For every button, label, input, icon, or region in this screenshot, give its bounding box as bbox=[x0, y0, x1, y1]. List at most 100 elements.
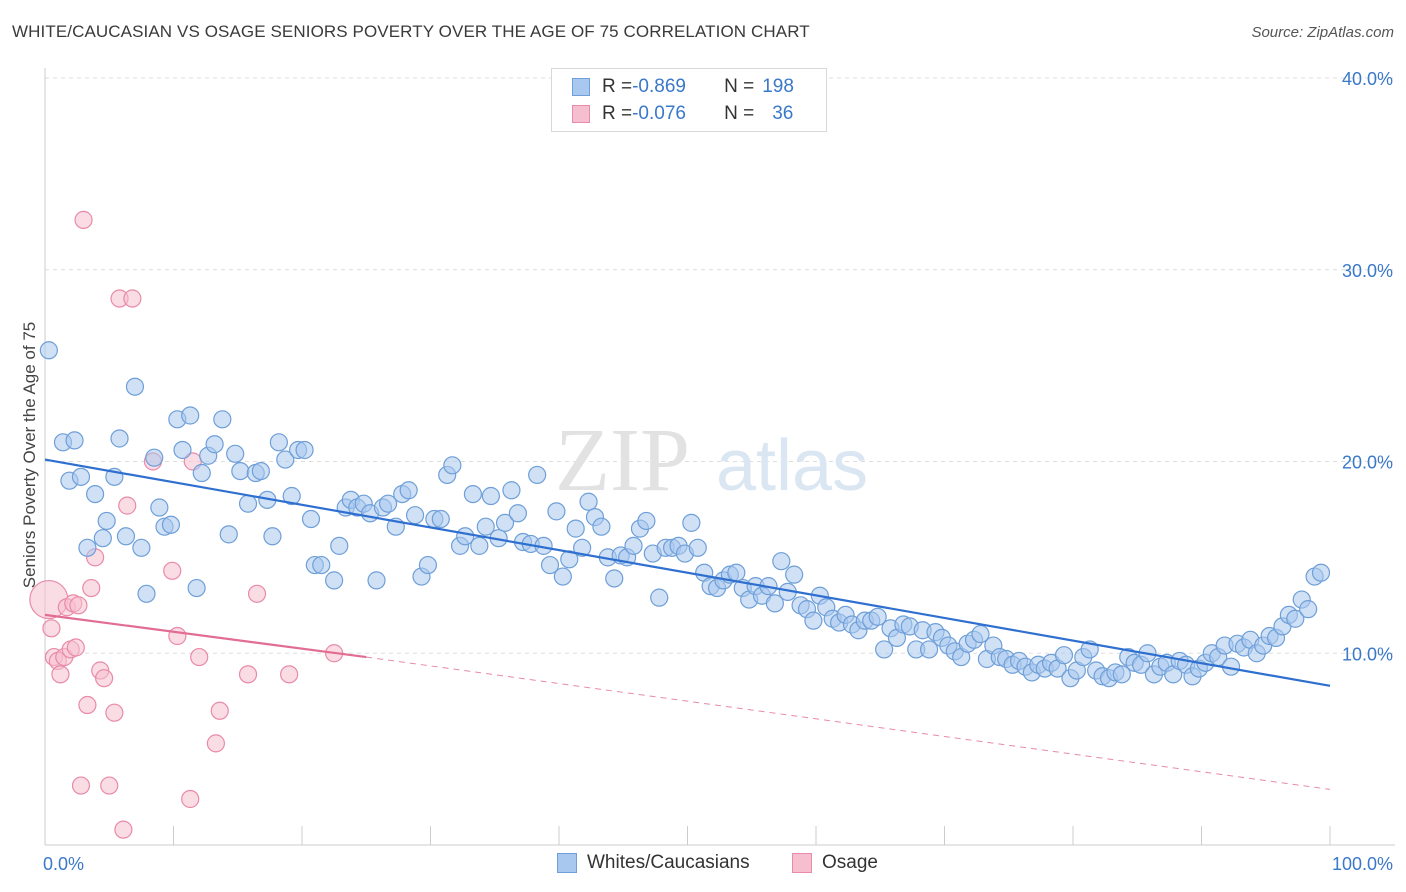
whites-point bbox=[540, 555, 560, 575]
osage-point bbox=[210, 701, 229, 720]
whites-point bbox=[93, 529, 112, 548]
whites-point bbox=[1311, 563, 1331, 582]
whites-point bbox=[624, 536, 643, 555]
whites-point bbox=[1299, 600, 1318, 619]
legend-swatch-blue bbox=[557, 853, 577, 873]
whites-point bbox=[688, 538, 707, 557]
series-legend: Whites/Caucasians Osage bbox=[0, 852, 1406, 878]
osage-point bbox=[105, 703, 124, 722]
whites-point bbox=[502, 481, 521, 500]
whites-point bbox=[772, 552, 791, 571]
osage-point bbox=[114, 820, 133, 839]
whites-point bbox=[1286, 609, 1305, 628]
whites-point bbox=[282, 486, 301, 506]
whites-point bbox=[495, 513, 515, 532]
whites-point bbox=[39, 341, 58, 360]
osage-trend-line bbox=[44, 613, 367, 659]
osage-point bbox=[95, 669, 114, 688]
whites-point bbox=[187, 578, 206, 598]
y-tick-label: 10.0% bbox=[1342, 644, 1393, 664]
whites-point bbox=[573, 538, 592, 557]
legend-item-osage: Osage bbox=[792, 852, 878, 874]
chart-title: WHITE/CAUCASIAN VS OSAGE SENIORS POVERTY… bbox=[12, 22, 810, 41]
legend-r-value: -0.869 bbox=[632, 76, 686, 97]
osage-point bbox=[123, 289, 142, 308]
osage-trend-extension bbox=[366, 656, 1331, 790]
whites-point bbox=[868, 607, 887, 626]
osage-point bbox=[42, 619, 61, 638]
whites-point bbox=[312, 555, 331, 575]
whites-point bbox=[251, 461, 270, 481]
whites-point bbox=[431, 509, 450, 529]
legend-label-osage: Osage bbox=[822, 852, 878, 873]
whites-point bbox=[637, 511, 656, 531]
whites-point bbox=[553, 567, 572, 586]
whites-trend-line bbox=[44, 458, 1331, 687]
whites-point bbox=[231, 461, 250, 481]
whites-point bbox=[330, 536, 349, 555]
whites-point bbox=[132, 538, 151, 557]
legend-swatch-pink bbox=[572, 105, 590, 123]
legend-swatch-blue bbox=[572, 78, 590, 96]
whites-point bbox=[1112, 665, 1131, 684]
whites-point bbox=[443, 456, 462, 475]
osage-points bbox=[29, 210, 344, 839]
whites-point bbox=[765, 594, 784, 613]
whites-point bbox=[919, 640, 939, 659]
osage-point bbox=[168, 626, 187, 646]
legend-row-osage: R = -0.076 N = 36 bbox=[572, 103, 793, 125]
whites-point bbox=[181, 406, 200, 425]
x-tick-label: 100.0% bbox=[1332, 854, 1393, 874]
watermark-zip: ZIP bbox=[555, 411, 690, 510]
whites-point bbox=[263, 527, 282, 546]
whites-point bbox=[125, 377, 145, 396]
trend-lines bbox=[44, 458, 1331, 790]
whites-point bbox=[269, 433, 288, 452]
whites-point bbox=[470, 536, 489, 555]
whites-point bbox=[86, 484, 105, 504]
osage-point bbox=[100, 776, 119, 795]
whites-point bbox=[528, 465, 547, 485]
osage-point bbox=[51, 665, 70, 684]
legend-n-label: N = bbox=[724, 103, 755, 124]
legend-n-value: 198 bbox=[762, 76, 794, 97]
legend-label-whites: Whites/Caucasians bbox=[587, 852, 750, 873]
whites-point bbox=[547, 502, 566, 521]
whites-point bbox=[481, 486, 500, 506]
legend-r-label: R = bbox=[602, 76, 633, 97]
osage-point bbox=[74, 210, 93, 229]
whites-point bbox=[605, 569, 624, 588]
osage-point bbox=[206, 734, 226, 753]
whites-point bbox=[508, 504, 527, 523]
whites-point bbox=[71, 467, 91, 486]
whites-point bbox=[650, 588, 669, 607]
legend-r-value: -0.076 bbox=[632, 103, 686, 124]
whites-point bbox=[295, 440, 314, 460]
whites-point bbox=[238, 494, 258, 513]
whites-point bbox=[682, 513, 701, 532]
osage-point bbox=[82, 578, 101, 598]
whites-point bbox=[65, 431, 84, 450]
osage-point bbox=[71, 776, 91, 795]
watermark: ZIP atlas bbox=[555, 411, 868, 510]
legend-n-label: N = bbox=[724, 76, 755, 97]
correlation-legend: R = -0.869 N = 198 R = -0.076 N = 36 bbox=[551, 68, 827, 132]
x-tick-label: 0.0% bbox=[43, 854, 84, 874]
osage-point bbox=[238, 665, 258, 684]
axes bbox=[44, 68, 1395, 846]
osage-point bbox=[280, 665, 299, 684]
whites-point bbox=[727, 563, 746, 582]
y-tick-label: 40.0% bbox=[1342, 69, 1393, 89]
whites-point bbox=[226, 444, 245, 463]
osage-point bbox=[78, 695, 97, 715]
legend-n-value: 36 bbox=[772, 103, 794, 124]
whites-point bbox=[367, 571, 386, 590]
source-label: Source: ZipAtlas.com bbox=[1251, 24, 1394, 41]
osage-point bbox=[69, 596, 88, 615]
whites-point bbox=[804, 611, 823, 630]
whites-point bbox=[405, 506, 425, 525]
legend-r-label: R = bbox=[602, 103, 633, 124]
watermark-atlas: atlas bbox=[716, 426, 868, 506]
osage-point bbox=[247, 584, 267, 603]
